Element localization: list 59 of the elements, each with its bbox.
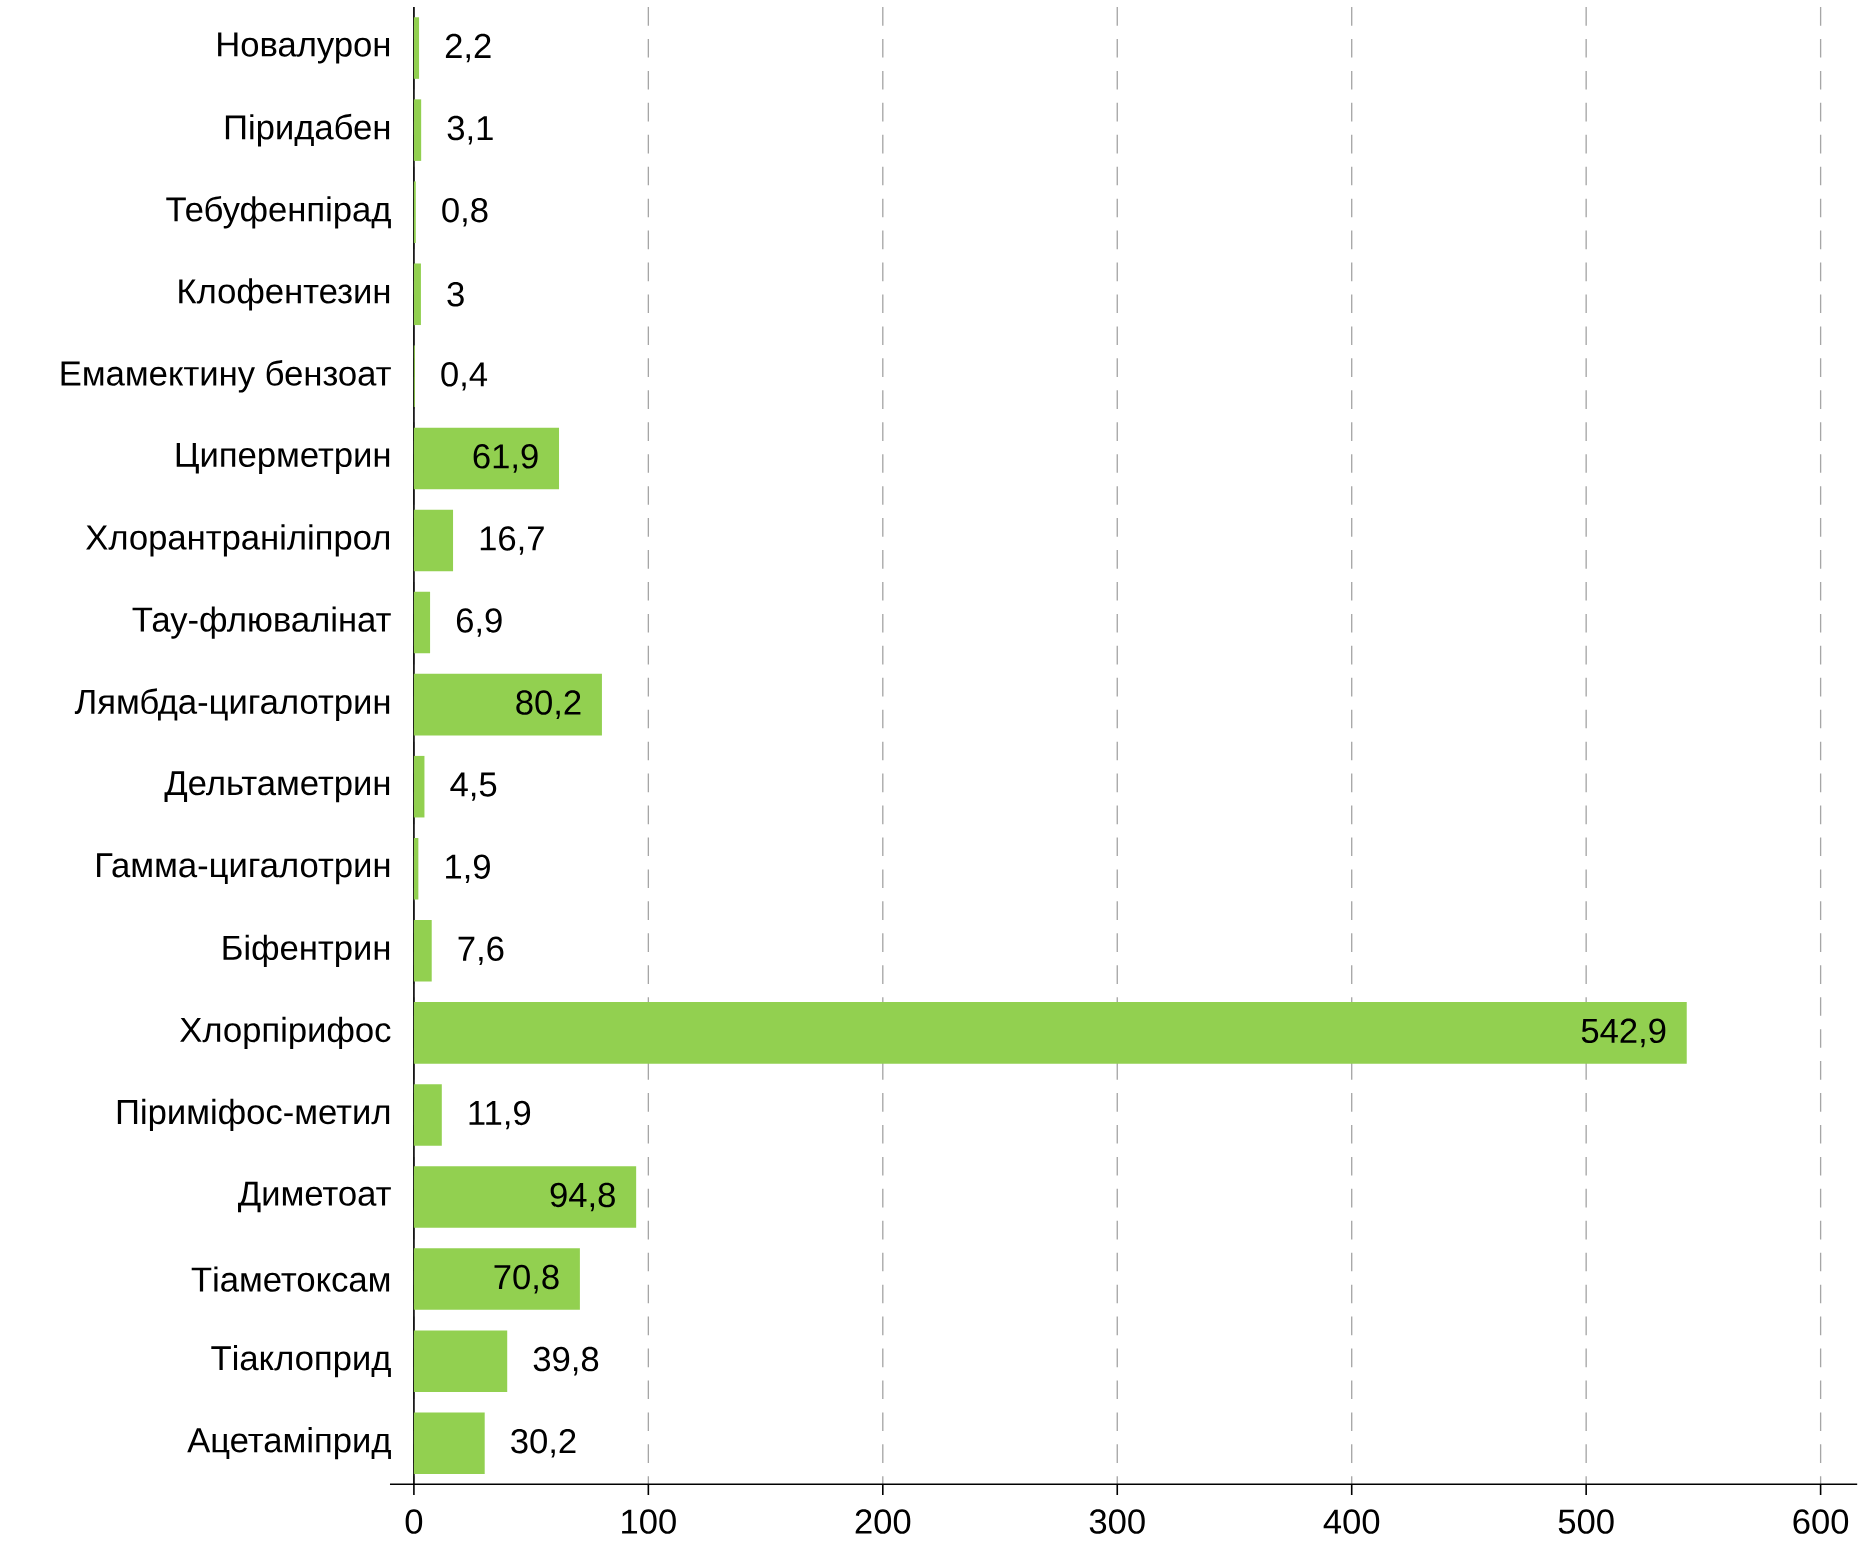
- x-tick-label: 200: [855, 1509, 911, 1534]
- y-tick-label: Емамектину бензоат: [61, 360, 391, 393]
- data-label: 4,5: [450, 772, 497, 801]
- y-tick-label: Лямбда-цигалотрин: [74, 688, 390, 721]
- data-label: 0,8: [442, 197, 488, 227]
- data-label: 0,4: [441, 361, 488, 391]
- bar: [413, 17, 420, 79]
- x-tick-label: 600: [1793, 1509, 1849, 1534]
- bar: [413, 509, 454, 572]
- y-tick-label: Хлорпірифос: [180, 1016, 391, 1049]
- y-tick-label: Дельтаметрин: [164, 771, 390, 803]
- y-tick-label: Ацетаміприд: [187, 1427, 391, 1460]
- data-label: 30,2: [511, 1428, 576, 1458]
- y-tick-label: Новалурон: [218, 32, 390, 64]
- bar: [413, 755, 425, 818]
- y-tick-label: Тау-флювалінат: [132, 606, 391, 639]
- bar: [413, 591, 431, 654]
- data-label: 94,8: [550, 1182, 615, 1212]
- bar: [413, 1084, 442, 1146]
- data-label: 1,9: [446, 854, 490, 883]
- data-label: 542,9: [1581, 1018, 1666, 1048]
- data-label: 11,9: [469, 1100, 531, 1130]
- bar: [413, 263, 421, 325]
- x-tick-label: 0: [405, 1509, 423, 1534]
- bar: [413, 673, 602, 736]
- x-tick-label: 100: [622, 1509, 676, 1534]
- data-label: 7,6: [458, 936, 504, 966]
- bar: [413, 1166, 637, 1228]
- x-tick-label: 400: [1323, 1509, 1380, 1534]
- y-tick-label: Хлорантраніліпрол: [86, 524, 389, 557]
- y-tick-label: Циперметрин: [176, 442, 390, 474]
- y-tick-label: Тебуфенпірад: [166, 195, 391, 229]
- y-tick-label: Клофентезин: [179, 278, 390, 311]
- data-label: 16,7: [480, 526, 544, 555]
- y-tick-label: Біфентрин: [223, 934, 390, 967]
- data-label: 61,9: [473, 444, 538, 473]
- y-tick-label: Тіаметоксам: [191, 1266, 390, 1292]
- data-label: 70,8: [494, 1264, 559, 1294]
- data-label: 3,1: [447, 115, 493, 145]
- bar: [413, 427, 560, 490]
- data-label: 6,9: [456, 608, 502, 637]
- data-label: 3: [447, 281, 464, 307]
- bar: [413, 1330, 508, 1392]
- y-tick-label: Піриміфос-метил: [117, 1098, 390, 1132]
- bar: [413, 99, 422, 161]
- data-label: 80,2: [516, 690, 581, 719]
- y-tick-label: Гамма-цигалотрин: [97, 853, 390, 885]
- y-tick-label: Піридабен: [225, 113, 390, 147]
- data-label: 39,8: [533, 1346, 599, 1376]
- y-tick-label: Диметоат: [238, 1181, 391, 1213]
- bar: [413, 919, 432, 982]
- data-label: 2,2: [445, 33, 491, 63]
- x-tick-label: 500: [1558, 1509, 1614, 1534]
- bar: [413, 837, 419, 900]
- y-tick-label: Тіаклоприд: [211, 1345, 391, 1378]
- bar: [413, 1412, 485, 1474]
- bar: [413, 1002, 1687, 1064]
- bar: [413, 1248, 580, 1310]
- x-tick-label: 300: [1089, 1509, 1145, 1534]
